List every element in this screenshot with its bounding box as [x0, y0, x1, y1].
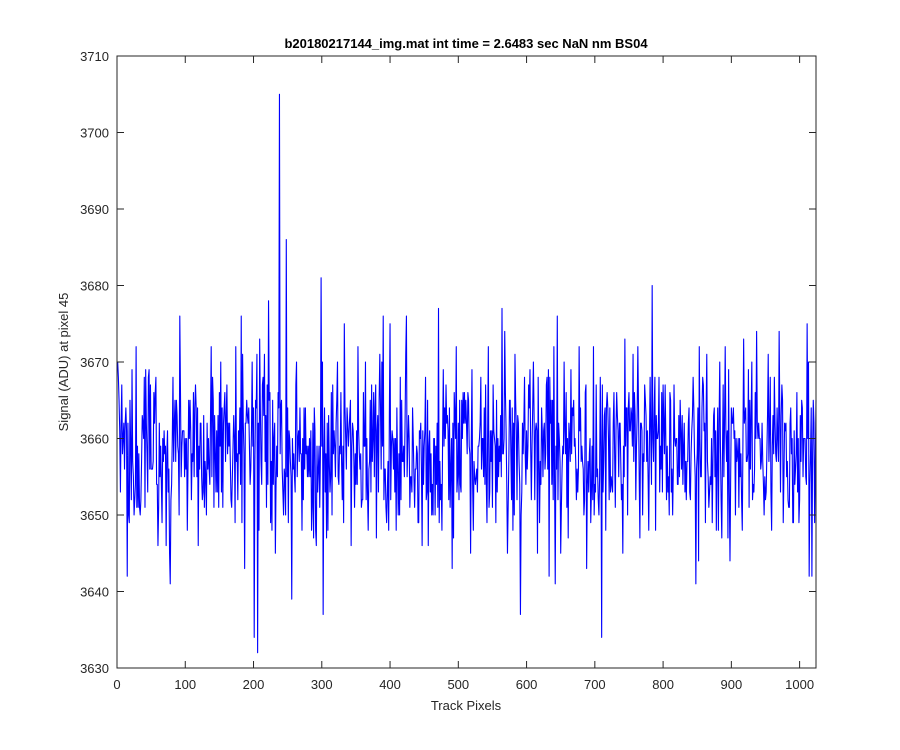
series-line-signal: [117, 93, 817, 654]
x-tick-label: 700: [584, 677, 606, 692]
x-tick-label: 100: [174, 677, 196, 692]
x-tick-label: 300: [311, 677, 333, 692]
y-tick-label: 3650: [80, 508, 109, 523]
chart-title: b20180217144_img.mat int time = 2.6483 s…: [284, 36, 648, 51]
y-axis: 3630 3640 3650 3660 3670 3680 3690 3700 3710: [80, 49, 816, 676]
x-tick-label: 600: [516, 677, 538, 692]
y-tick-label: 3690: [80, 202, 109, 217]
y-tick-label: 3640: [80, 585, 109, 600]
plot-background: [117, 56, 816, 668]
y-tick-label: 3670: [80, 355, 109, 370]
y-axis-label: Signal (ADU) at pixel 45: [56, 293, 71, 432]
series-layer: [117, 93, 817, 654]
y-tick-label: 3660: [80, 432, 109, 447]
y-tick-label: 3630: [80, 661, 109, 676]
x-tick-label: 500: [447, 677, 469, 692]
x-tick-label: 1000: [785, 677, 814, 692]
x-tick-label: 800: [652, 677, 674, 692]
x-axis-label: Track Pixels: [431, 698, 502, 713]
y-tick-label: 3710: [80, 49, 109, 64]
x-tick-label: 200: [243, 677, 265, 692]
y-tick-label: 3700: [80, 126, 109, 141]
x-axis: 0 100 200 300 400 500 600 700 800 900 1000: [113, 56, 814, 692]
x-tick-label: 0: [113, 677, 120, 692]
x-tick-label: 400: [379, 677, 401, 692]
x-tick-label: 900: [721, 677, 743, 692]
y-tick-label: 3680: [80, 279, 109, 294]
